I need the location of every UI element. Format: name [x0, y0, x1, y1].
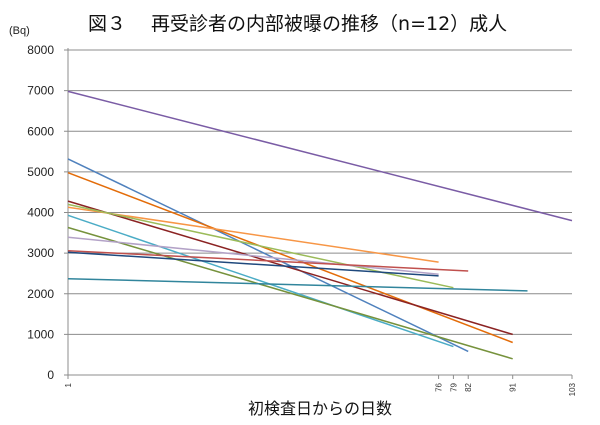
x-tick-76: 76	[435, 382, 444, 391]
series-line-12	[67, 277, 528, 292]
x-tick-labels: 1 76 79 82 91 103	[64, 382, 577, 396]
y-tick-8000: 8000	[27, 43, 54, 57]
y-tick-2000: 2000	[27, 287, 54, 301]
y-tick-5000: 5000	[27, 165, 54, 179]
series-line-6	[67, 203, 454, 289]
x-tick-91: 91	[509, 382, 518, 391]
y-tick-labels: 0 1000 2000 3000 4000 5000 6000 7000 8000	[27, 43, 54, 382]
x-axis-label: 初検査日からの日数	[248, 399, 392, 418]
series-line-8	[67, 226, 513, 360]
y-tick-3000: 3000	[27, 246, 54, 260]
x-tick-1: 1	[64, 382, 73, 387]
series-line-11	[67, 251, 439, 277]
chart-title: 図３ 再受診者の内部被曝の推移（n=12）成人	[88, 13, 507, 35]
x-tick-82: 82	[464, 382, 473, 391]
series-line-5	[67, 206, 439, 263]
series-line-2	[67, 158, 469, 353]
y-tick-7000: 7000	[27, 84, 54, 98]
series-line-7	[67, 214, 454, 348]
series-line-9	[67, 236, 439, 276]
y-tick-0: 0	[47, 368, 54, 382]
series-line-3	[67, 171, 513, 344]
series-line-4	[67, 200, 513, 336]
axes	[64, 48, 573, 379]
x-tick-79: 79	[449, 382, 458, 391]
series-line-1	[67, 90, 573, 222]
y-tick-1000: 1000	[27, 327, 54, 341]
grid-lines	[68, 49, 572, 335]
x-tick-103: 103	[568, 382, 577, 396]
series-line-10	[67, 249, 469, 272]
series-lines	[67, 90, 573, 360]
y-unit-label: (Bq)	[9, 25, 30, 37]
y-tick-6000: 6000	[27, 124, 54, 138]
y-tick-4000: 4000	[27, 206, 54, 220]
